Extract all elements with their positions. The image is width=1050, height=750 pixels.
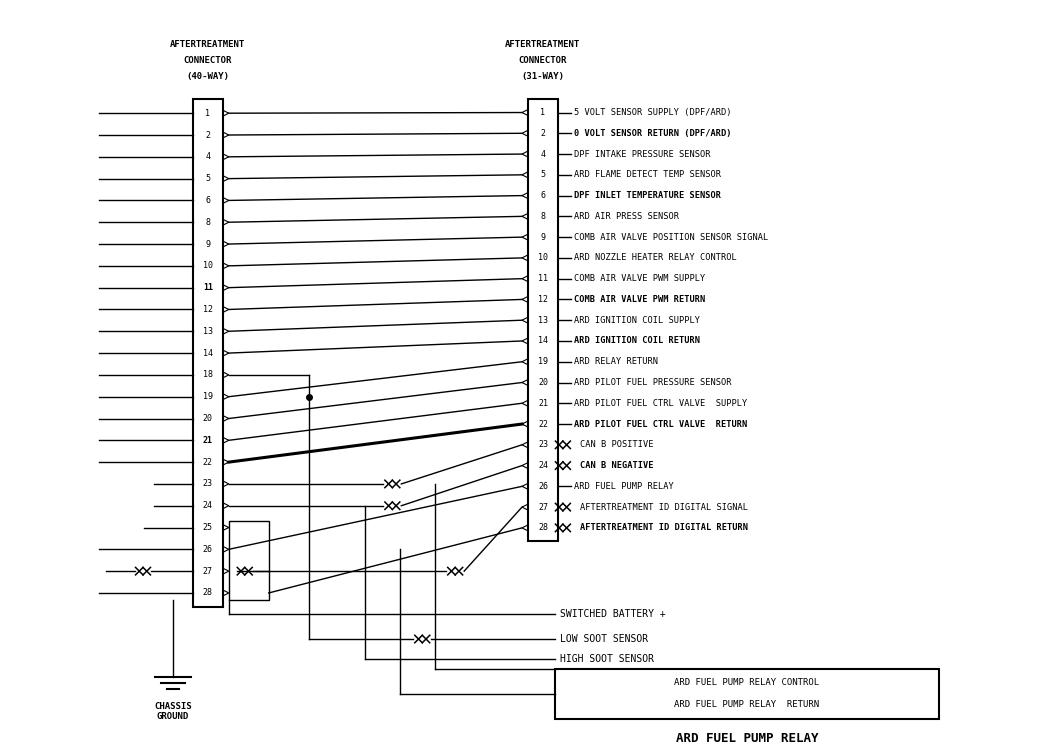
Text: 23: 23 <box>203 479 213 488</box>
Text: CAN B POSITIVE: CAN B POSITIVE <box>580 440 653 449</box>
Text: 18: 18 <box>203 370 213 380</box>
Text: ARD NOZZLE HEATER RELAY CONTROL: ARD NOZZLE HEATER RELAY CONTROL <box>574 254 737 262</box>
Bar <box>229 520 269 600</box>
Text: 2: 2 <box>206 130 210 140</box>
Text: CAN B NEGATIVE: CAN B NEGATIVE <box>580 461 653 470</box>
Text: AFTERTREATMENT: AFTERTREATMENT <box>170 40 246 50</box>
Text: ARD AIR PRESS SENSOR: ARD AIR PRESS SENSOR <box>574 211 679 220</box>
Text: 1: 1 <box>541 108 545 117</box>
Text: LOW SOOT SENSOR: LOW SOOT SENSOR <box>560 634 648 644</box>
Text: AFTERTREATMENT ID DIGITAL RETURN: AFTERTREATMENT ID DIGITAL RETURN <box>580 524 748 532</box>
Text: AFTERTREATMENT ID DIGITAL SIGNAL: AFTERTREATMENT ID DIGITAL SIGNAL <box>580 503 748 512</box>
Text: ARD PILOT FUEL PRESSURE SENSOR: ARD PILOT FUEL PRESSURE SENSOR <box>574 378 732 387</box>
Text: ARD PILOT FUEL CTRL VALVE  SUPPLY: ARD PILOT FUEL CTRL VALVE SUPPLY <box>574 399 748 408</box>
Text: 2: 2 <box>541 129 545 138</box>
Text: 20: 20 <box>203 414 213 423</box>
Text: 19: 19 <box>203 392 213 401</box>
Text: 5: 5 <box>206 174 210 183</box>
Text: DPF INTAKE PRESSURE SENSOR: DPF INTAKE PRESSURE SENSOR <box>574 149 711 158</box>
Text: CONNECTOR: CONNECTOR <box>184 56 232 65</box>
Text: CHASSIS
GROUND: CHASSIS GROUND <box>154 702 192 721</box>
Text: 24: 24 <box>538 461 548 470</box>
Text: 13: 13 <box>538 316 548 325</box>
Text: 8: 8 <box>541 211 545 220</box>
Text: 25: 25 <box>203 523 213 532</box>
Text: 1: 1 <box>206 109 210 118</box>
Text: 12: 12 <box>203 305 213 314</box>
Text: 28: 28 <box>538 524 548 532</box>
Text: ARD IGNITION COIL RETURN: ARD IGNITION COIL RETURN <box>574 337 700 346</box>
Text: COMB AIR VALVE POSITION SENSOR SIGNAL: COMB AIR VALVE POSITION SENSOR SIGNAL <box>574 232 769 242</box>
Text: 21: 21 <box>203 436 213 445</box>
Text: 9: 9 <box>206 239 210 248</box>
Text: 26: 26 <box>203 544 213 554</box>
Text: 5 VOLT SENSOR SUPPLY (DPF/ARD): 5 VOLT SENSOR SUPPLY (DPF/ARD) <box>574 108 732 117</box>
Text: (40-WAY): (40-WAY) <box>186 72 229 81</box>
Text: 21: 21 <box>538 399 548 408</box>
Text: DPF INLET TEMPERATURE SENSOR: DPF INLET TEMPERATURE SENSOR <box>574 191 721 200</box>
Text: 13: 13 <box>203 327 213 336</box>
Text: 19: 19 <box>538 357 548 366</box>
Text: ARD PILOT FUEL CTRL VALVE  RETURN: ARD PILOT FUEL CTRL VALVE RETURN <box>574 419 748 428</box>
Text: 10: 10 <box>538 254 548 262</box>
Text: 14: 14 <box>538 337 548 346</box>
Text: 6: 6 <box>541 191 545 200</box>
Text: 23: 23 <box>538 440 548 449</box>
Text: ARD FUEL PUMP RELAY CONTROL: ARD FUEL PUMP RELAY CONTROL <box>674 678 819 687</box>
Text: 11: 11 <box>538 274 548 284</box>
Text: 6: 6 <box>206 196 210 205</box>
Text: 24: 24 <box>203 501 213 510</box>
Text: 4: 4 <box>206 152 210 161</box>
Bar <box>193 99 223 608</box>
Text: HIGH SOOT SENSOR: HIGH SOOT SENSOR <box>560 654 654 664</box>
Text: ARD RELAY RETURN: ARD RELAY RETURN <box>574 357 658 366</box>
Text: AFTERTREATMENT: AFTERTREATMENT <box>505 40 581 50</box>
Text: COMB AIR VALVE PWM RETURN: COMB AIR VALVE PWM RETURN <box>574 295 706 304</box>
Text: 22: 22 <box>538 419 548 428</box>
Text: (31-WAY): (31-WAY) <box>522 72 565 81</box>
Text: ARD FUEL PUMP RELAY: ARD FUEL PUMP RELAY <box>675 732 818 746</box>
Text: 27: 27 <box>538 503 548 512</box>
Text: 20: 20 <box>538 378 548 387</box>
Text: COMB AIR VALVE PWM SUPPLY: COMB AIR VALVE PWM SUPPLY <box>574 274 706 284</box>
Text: 27: 27 <box>203 567 213 576</box>
Text: ARD FLAME DETECT TEMP SENSOR: ARD FLAME DETECT TEMP SENSOR <box>574 170 721 179</box>
Text: ARD FUEL PUMP RELAY: ARD FUEL PUMP RELAY <box>574 482 674 490</box>
Text: ARD IGNITION COIL SUPPLY: ARD IGNITION COIL SUPPLY <box>574 316 700 325</box>
Text: 5: 5 <box>541 170 545 179</box>
Text: 4: 4 <box>541 149 545 158</box>
Text: SWITCHED BATTERY +: SWITCHED BATTERY + <box>560 609 666 619</box>
Text: 22: 22 <box>203 458 213 466</box>
Text: 28: 28 <box>203 589 213 598</box>
Text: ARD FUEL PUMP RELAY  RETURN: ARD FUEL PUMP RELAY RETURN <box>674 700 819 709</box>
Text: 11: 11 <box>203 284 213 292</box>
Text: 12: 12 <box>538 295 548 304</box>
Text: 10: 10 <box>203 261 213 270</box>
Text: 0 VOLT SENSOR RETURN (DPF/ARD): 0 VOLT SENSOR RETURN (DPF/ARD) <box>574 129 732 138</box>
Text: 14: 14 <box>203 349 213 358</box>
Bar <box>528 99 558 542</box>
Text: 26: 26 <box>538 482 548 490</box>
Text: CONNECTOR: CONNECTOR <box>519 56 567 65</box>
Text: 9: 9 <box>541 232 545 242</box>
Bar <box>554 669 939 718</box>
Text: 8: 8 <box>206 217 210 226</box>
